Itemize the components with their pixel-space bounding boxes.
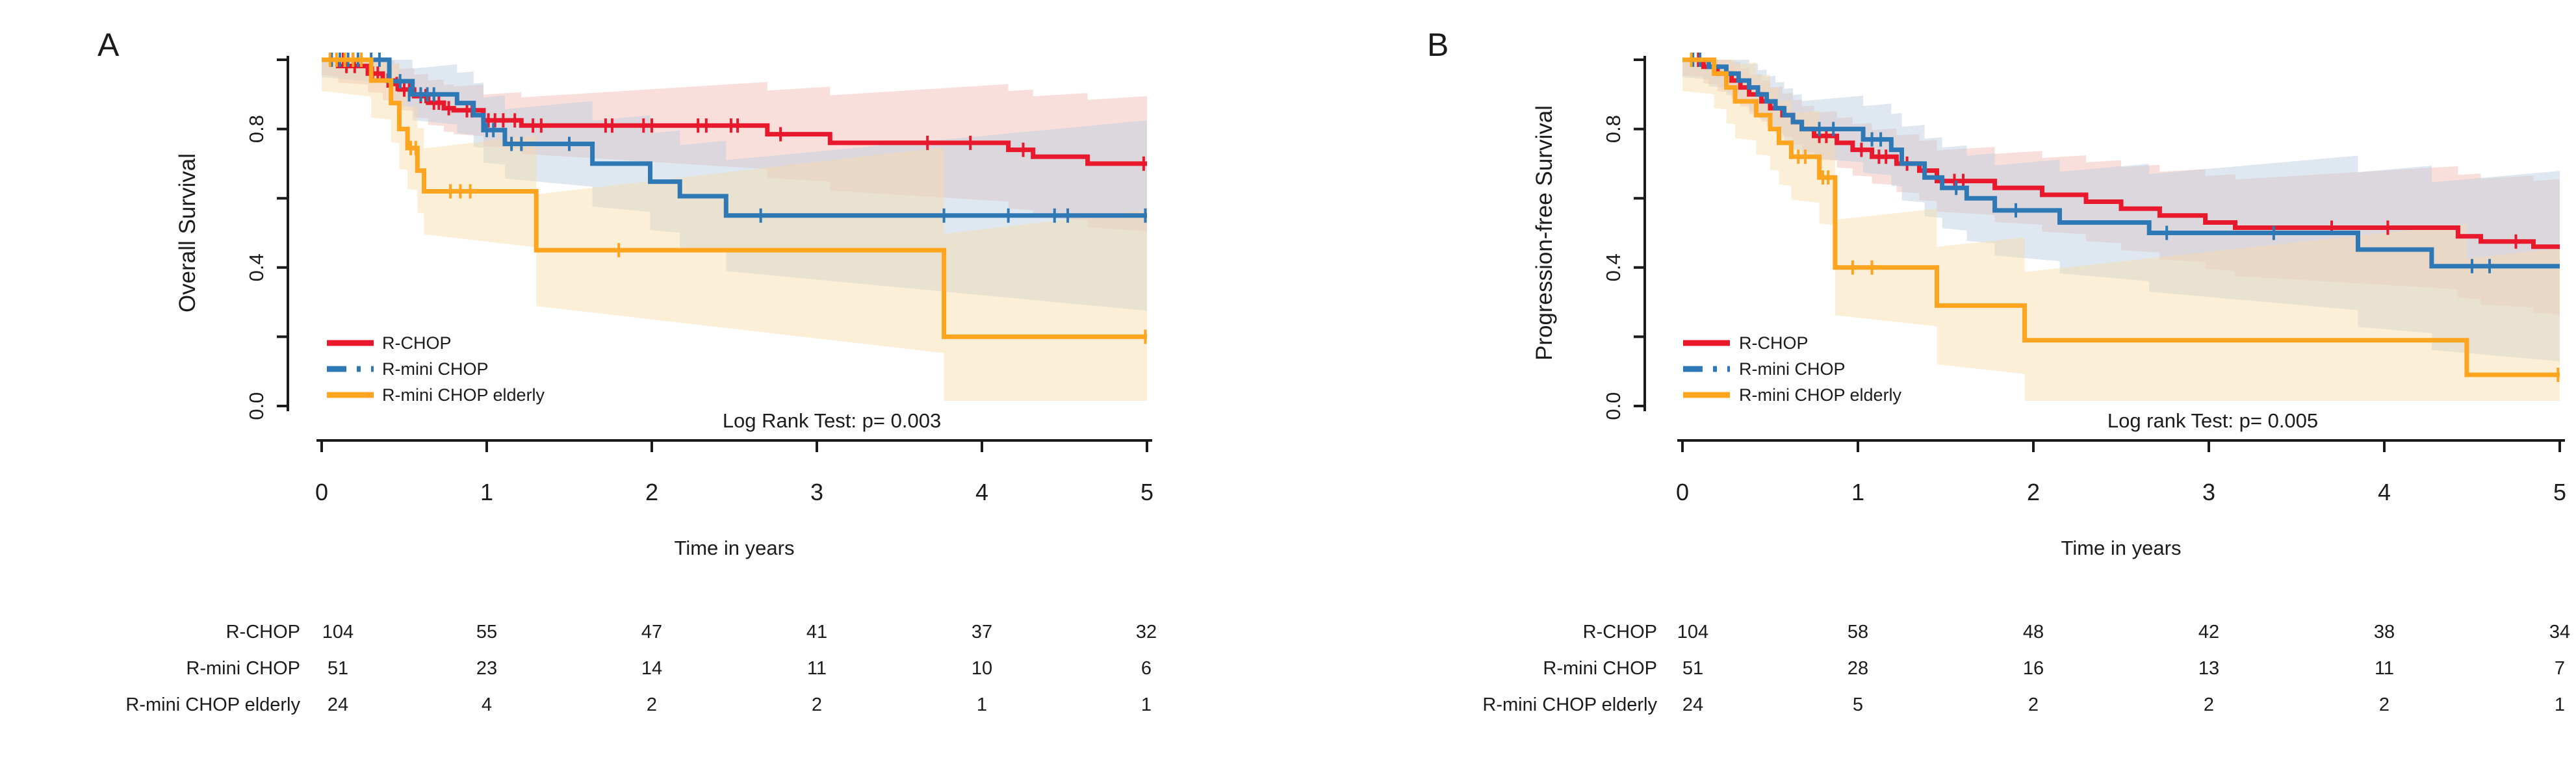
risk-count: 11 (807, 658, 827, 679)
x-tick-label: 1 (480, 479, 493, 505)
x-tick-label: 4 (975, 479, 988, 505)
risk-count: 104 (1677, 622, 1708, 642)
risk-count: 47 (641, 622, 662, 642)
risk-count: 2 (2028, 694, 2039, 715)
x-tick-label: 0 (315, 479, 328, 505)
risk-row-label: R-CHOP (226, 622, 300, 642)
y-tick-label: 0.0 (1602, 392, 1625, 420)
risk-row-label: R-mini CHOP elderly (125, 694, 300, 715)
y-tick-label: 0.4 (1602, 253, 1625, 281)
risk-count: 2 (2379, 694, 2389, 715)
x-axis-title: Time in years (2061, 537, 2182, 559)
legend-label: R-mini CHOP elderly (1739, 385, 1902, 405)
y-tick-label: 0.0 (245, 392, 268, 420)
ci-band-r-chop (322, 60, 1147, 231)
legend-label: R-mini CHOP elderly (382, 385, 545, 405)
legend-label: R-mini CHOP (382, 359, 489, 379)
risk-count: 42 (2198, 622, 2219, 642)
risk-count: 41 (806, 622, 827, 642)
risk-count: 11 (2375, 658, 2394, 679)
panel-letter: A (97, 27, 120, 63)
risk-row-label: R-CHOP (1583, 622, 1657, 642)
risk-count: 5 (1853, 694, 1863, 715)
legend-label: R-CHOP (1739, 333, 1809, 353)
risk-count: 2 (812, 694, 822, 715)
risk-count: 4 (482, 694, 492, 715)
y-tick-label: 0.4 (245, 253, 268, 281)
x-tick-label: 4 (2378, 479, 2391, 505)
risk-count: 32 (1136, 622, 1157, 642)
risk-count: 51 (1682, 658, 1703, 679)
ci-band-r-chop (1682, 60, 2560, 314)
x-tick-label: 3 (810, 479, 823, 505)
km-curve-r-mini-chop (1682, 57, 2560, 269)
km-curve-r-mini-chop-elderly (322, 57, 1147, 339)
ci-band-r-mini-chop-elderly (1682, 60, 2560, 401)
risk-count: 2 (647, 694, 657, 715)
x-tick-label: 0 (1676, 479, 1689, 505)
risk-count: 6 (1141, 658, 1152, 679)
x-tick-label: 2 (645, 479, 658, 505)
risk-count: 7 (2555, 658, 2565, 679)
risk-row-label: R-mini CHOP (1543, 658, 1657, 679)
risk-count: 1 (977, 694, 987, 715)
risk-count: 104 (322, 622, 354, 642)
legend-label: R-mini CHOP (1739, 359, 1846, 379)
risk-count: 48 (2023, 622, 2044, 642)
y-axis-title: Overall Survival (175, 153, 200, 312)
y-tick-label: 0.8 (245, 115, 268, 143)
risk-count: 23 (476, 658, 497, 679)
risk-count: 24 (328, 694, 348, 715)
risk-row-label: R-mini CHOP elderly (1482, 694, 1657, 715)
x-axis-title: Time in years (675, 537, 795, 559)
risk-row-label: R-mini CHOP (186, 658, 300, 679)
legend-label: R-CHOP (382, 333, 452, 353)
x-tick-label: 5 (1140, 479, 1153, 505)
risk-count: 37 (972, 622, 992, 642)
risk-count: 28 (1848, 658, 1868, 679)
x-tick-label: 1 (1851, 479, 1864, 505)
risk-count: 2 (2204, 694, 2214, 715)
risk-count: 10 (972, 658, 992, 679)
risk-count: 1 (1141, 694, 1152, 715)
y-tick-label: 0.8 (1602, 115, 1625, 143)
risk-count: 55 (476, 622, 497, 642)
risk-count: 24 (1682, 694, 1703, 715)
panel-letter: B (1427, 27, 1449, 63)
risk-count: 38 (2374, 622, 2395, 642)
x-tick-label: 3 (2202, 479, 2215, 505)
logrank-text: Log Rank Test: p= 0.003 (723, 409, 941, 432)
risk-count: 51 (328, 658, 348, 679)
x-tick-label: 2 (2027, 479, 2040, 505)
risk-count: 16 (2023, 658, 2044, 679)
y-axis-title: Progression-free Survival (1532, 105, 1557, 361)
logrank-text: Log rank Test: p= 0.005 (2107, 409, 2318, 432)
risk-count: 58 (1848, 622, 1868, 642)
risk-count: 14 (641, 658, 662, 679)
x-tick-label: 5 (2553, 479, 2566, 505)
risk-count: 13 (2198, 658, 2219, 679)
risk-count: 1 (2555, 694, 2565, 715)
risk-count: 34 (2549, 622, 2570, 642)
km-curve-r-mini-chop-elderly (1682, 57, 2560, 377)
